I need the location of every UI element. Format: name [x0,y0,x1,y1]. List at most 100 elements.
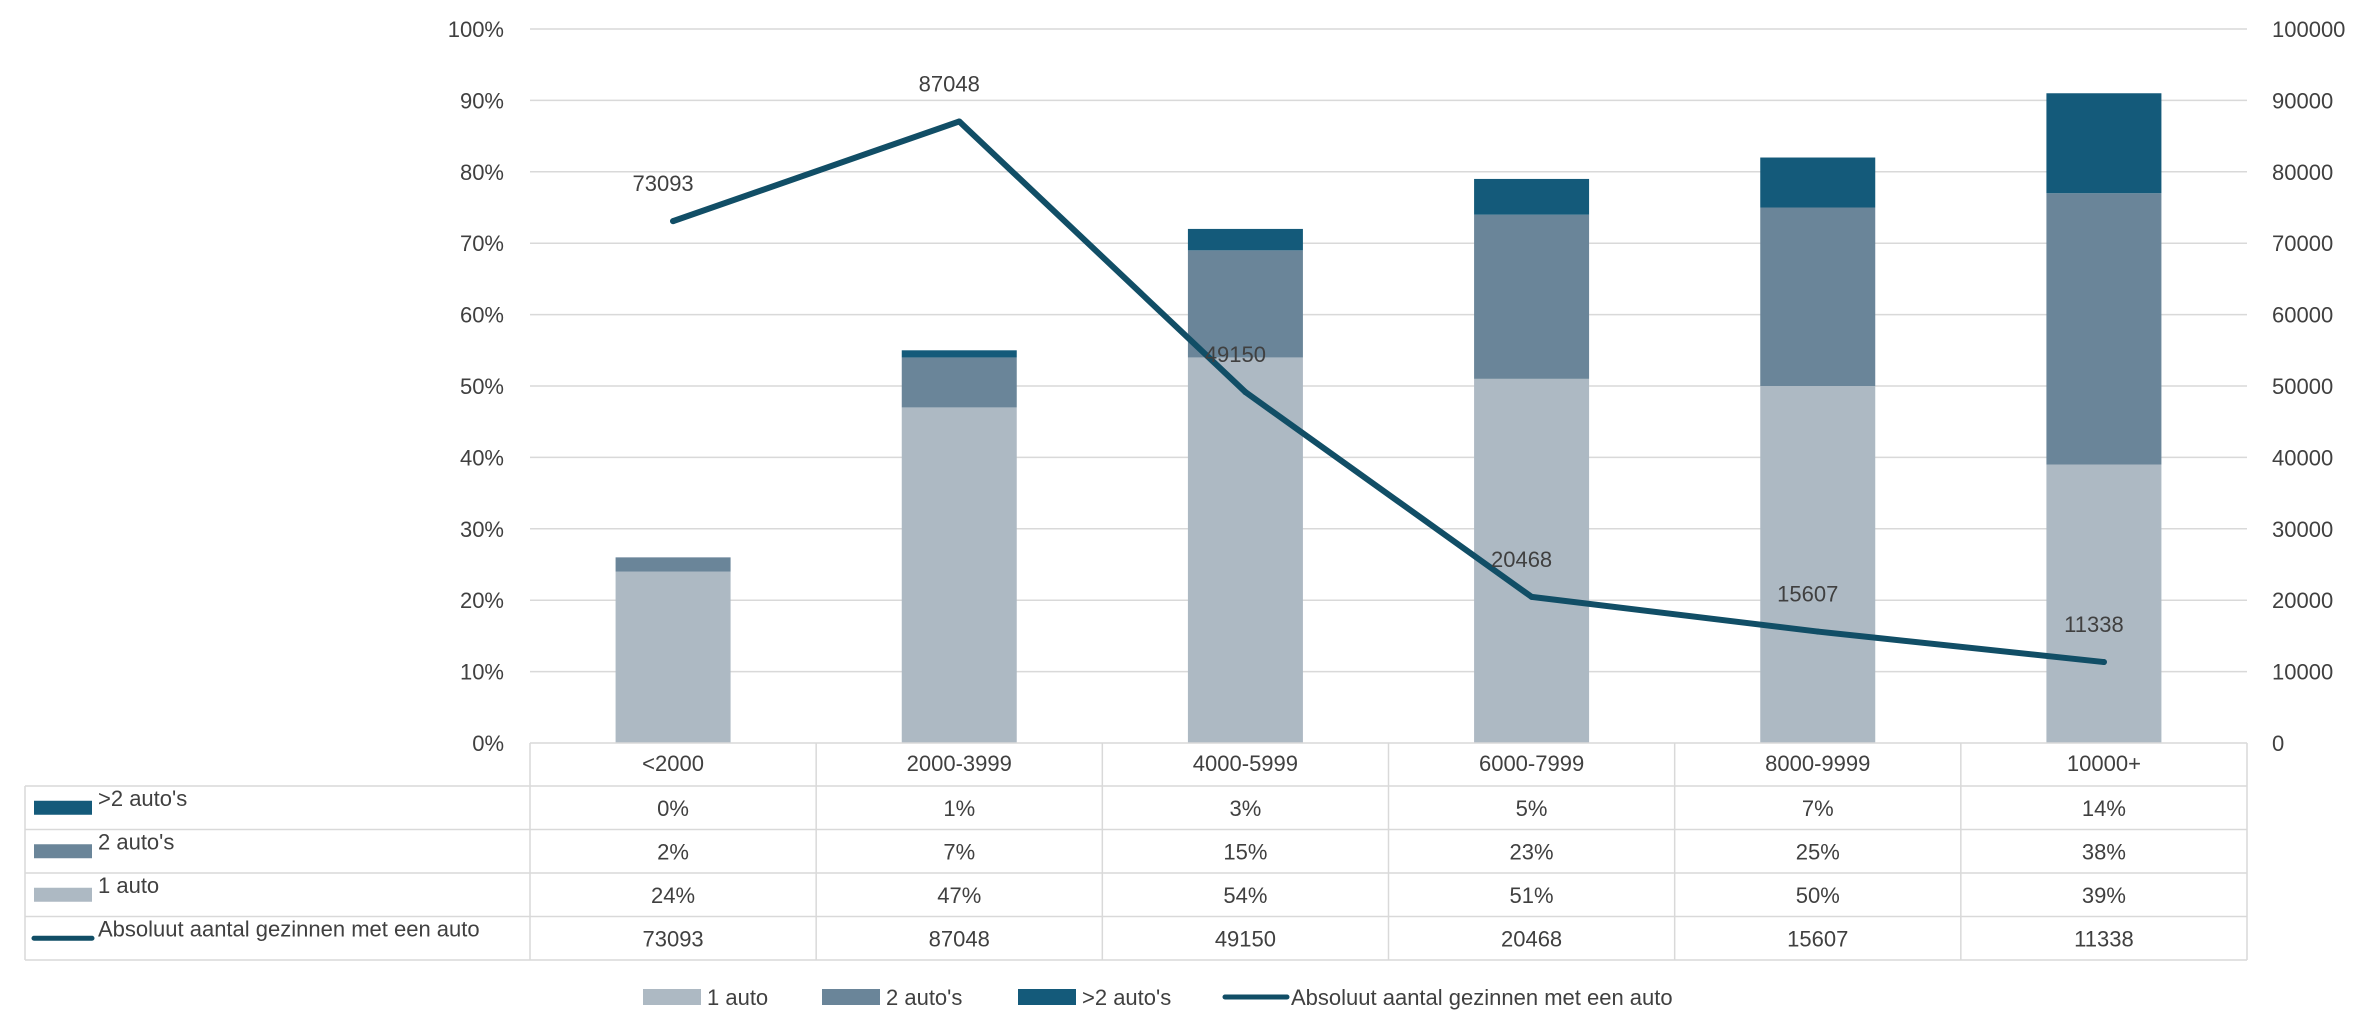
table-cell: 1% [943,796,975,821]
line-data-label: 20468 [1491,547,1552,572]
table-cell: 39% [2082,883,2126,908]
right-axis-tick-label: 10000 [2272,660,2333,685]
bar-segment [1760,386,1876,743]
table-cell: 25% [1796,839,1840,864]
legend-label: >2 auto's [1082,985,1171,1010]
right-axis-tick-label: 30000 [2272,517,2333,542]
right-axis-tick-label: 60000 [2272,303,2333,328]
right-axis-tick-label: 40000 [2272,445,2333,470]
right-axis-tick-label: 90000 [2272,88,2333,113]
legend-key [643,989,701,1005]
line-series: 73093 87048 49150 20468 15607 11338 [632,71,2124,666]
category-label: <2000 [642,751,704,776]
right-axis-tick-label: 100000 [2272,17,2345,42]
left-axis-tick-label: 100% [448,17,504,42]
bar-segment [901,407,1017,743]
table-legend-key [34,800,92,815]
gridlines [530,28,2247,673]
right-axis-tick-label: 0 [2272,731,2284,756]
data-table: <2000 2000-3999 4000-5999 6000-7999 8000-999… [24,742,2248,961]
category-label: 6000-7999 [1479,751,1584,776]
line-data-label: 49150 [1205,342,1266,367]
bar-segment [901,357,1017,408]
bar-segment [2046,464,2162,743]
table-cell: 7% [1802,796,1834,821]
right-axis-tick-label: 80000 [2272,160,2333,185]
table-cell: 2% [657,839,689,864]
legend: 1 auto 2 auto's >2 auto's Absoluut aantal g… [643,985,1673,1010]
left-axis-tick-label: 90% [460,88,504,113]
table-cell: 20468 [1501,926,1562,951]
left-axis-tick-label: 70% [460,231,504,256]
line-data-label: 73093 [632,171,693,196]
bar-series [615,93,2162,743]
bar-segment [615,571,731,743]
table-cell: 15607 [1787,926,1848,951]
line-series-path [670,118,2107,666]
table-cell: 11338 [2074,926,2134,951]
table-cell: 0% [657,796,689,821]
bar-segment [901,350,1017,358]
table-cell: 54% [1223,883,1267,908]
line-data-label: 15607 [1777,582,1838,607]
left-axis-tick-label: 10% [460,660,504,685]
bar-segment [1187,250,1303,358]
table-cell: 38% [2082,839,2126,864]
bar-segment [1474,378,1590,743]
legend-label: 1 auto [707,985,768,1010]
category-label: 8000-9999 [1765,751,1870,776]
table-legend-key [34,844,92,859]
right-axis-tick-label: 20000 [2272,588,2333,613]
table-row-label: Absoluut aantal gezinnen met een auto [98,916,480,941]
table-row-label: 2 auto's [98,829,174,854]
left-axis-tick-label: 50% [460,374,504,399]
legend-label: Absoluut aantal gezinnen met een auto [1291,985,1673,1010]
line-point [956,118,963,125]
left-axis-tick-label: 20% [460,588,504,613]
line-point [1814,628,1821,635]
legend-label: 2 auto's [886,985,962,1010]
line-point [2100,659,2107,666]
table-cell: 15% [1223,839,1267,864]
legend-key [1018,989,1076,1005]
table-cell: 5% [1516,796,1548,821]
table-cell: 73093 [642,926,703,951]
line-data-label: 11338 [2064,612,2124,637]
table-cell: 47% [937,883,981,908]
left-axis-tick-label: 0% [472,731,504,756]
table-cell: 23% [1510,839,1554,864]
table-cell: 87048 [929,926,990,951]
table-cell: 14% [2082,796,2126,821]
table-legend-key [34,887,92,902]
table-cell: 3% [1230,796,1262,821]
bar-segment [2046,193,2162,465]
bar-segment [2046,93,2162,194]
table-row-label: >2 auto's [98,786,187,811]
bar-segment [1474,214,1590,379]
right-axis-tick-label: 50000 [2272,374,2333,399]
table-cell: 49150 [1215,926,1276,951]
line-point [1242,389,1249,396]
left-axis-tick-label: 30% [460,517,504,542]
line-point [670,218,677,225]
bar-segment [1760,157,1876,208]
table-row-label: 1 auto [98,873,159,898]
table-cell: 24% [651,883,695,908]
left-axis-tick-label: 60% [460,303,504,328]
bar-segment [1187,228,1303,251]
left-axis-tick-label: 80% [460,160,504,185]
left-axis-ticks: 0% 10% 20% 30% 40% 50% 60% 70% 80% 90% 100% [448,17,504,756]
right-axis-tick-label: 70000 [2272,231,2333,256]
bar-segment [615,557,731,572]
table-cell: 51% [1510,883,1554,908]
bar-segment [1474,178,1590,215]
table-cell: 50% [1796,883,1840,908]
legend-key [822,989,880,1005]
line-point [1528,593,1535,600]
line-data-label: 87048 [919,71,980,96]
category-label: 4000-5999 [1193,751,1298,776]
right-axis-ticks: 0 10000 20000 30000 40000 50000 60000 70000 8000… [2272,17,2345,756]
table-cell: 7% [943,839,975,864]
bar-segment [1187,357,1303,743]
